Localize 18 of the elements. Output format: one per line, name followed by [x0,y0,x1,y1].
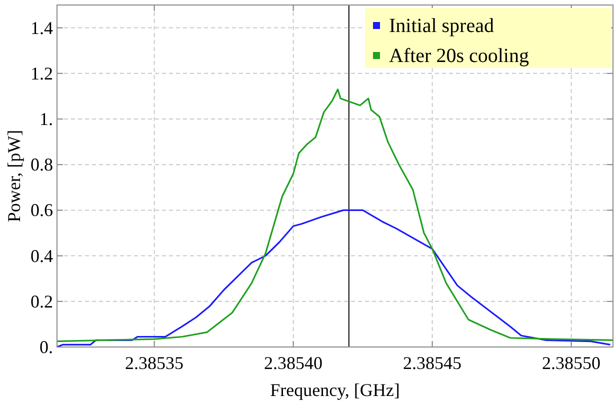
y-tick-label: 0. [40,337,53,357]
x-tick-label: 2.38545 [403,353,462,373]
line-series [56,88,614,342]
y-tick-label: 0.4 [30,246,53,266]
y-tick-label: 1.2 [30,63,53,84]
x-tick-label: 2.38535 [125,353,184,373]
y-tick-label: 1. [40,109,53,129]
line-series [56,209,612,348]
y-tick-label: 0.6 [30,200,53,220]
x-tick-label: 2.38540 [264,353,323,373]
legend-label: After 20s cooling [389,45,529,67]
x-tick-label: 2.38550 [542,353,601,373]
y-axis-title: Power, [pW] [4,130,24,222]
y-tick-label: 0.2 [30,291,53,312]
x-axis-title: Frequency, [GHz] [270,380,400,400]
y-tick-label: 0.8 [30,154,53,175]
legend-label: Initial spread [389,15,494,37]
y-tick-label: 1.4 [30,18,53,38]
